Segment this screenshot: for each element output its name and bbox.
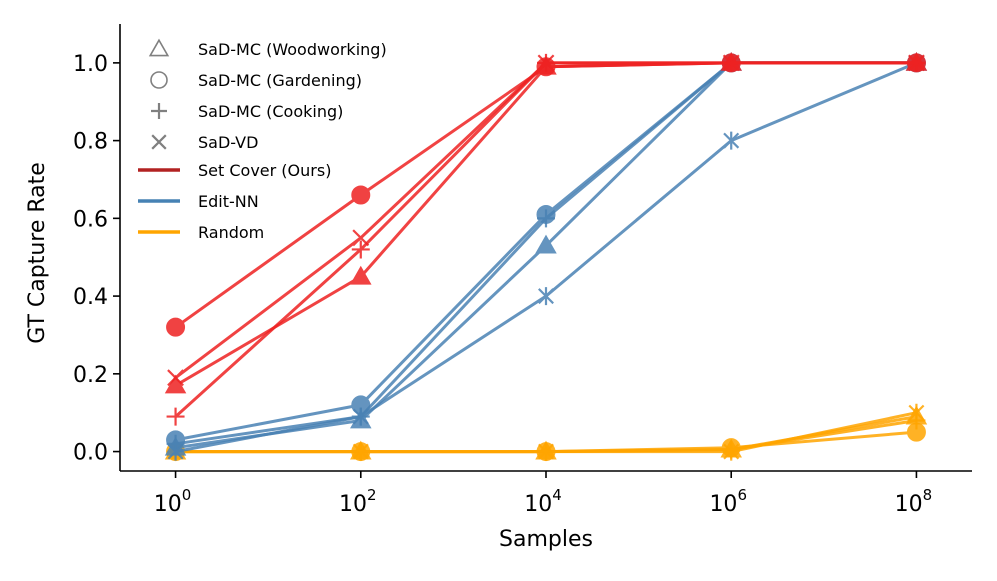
data-point-9-0 (166, 317, 186, 337)
y-tick-label-0: 0.0 (73, 441, 108, 466)
data-point-11-0 (167, 369, 184, 387)
x-tick-label-2: 104 (524, 486, 562, 517)
data-point-11-1 (352, 229, 370, 247)
data-point-9-0-shape (166, 317, 186, 337)
data-point-4-2-shape (535, 234, 557, 254)
data-point-3-1 (352, 442, 369, 461)
legend-label-2: SaD-MC (Cooking) (198, 102, 343, 121)
data-point-7-3 (723, 131, 740, 150)
data-point-10-1 (351, 240, 370, 259)
data-point-7-3-shape (723, 131, 740, 150)
data-point-8-0 (164, 374, 187, 394)
data-point-6-2-shape (537, 209, 555, 228)
legend-marker-2-shape (151, 103, 167, 119)
legend-marker-3-shape (151, 134, 167, 150)
data-point-7-1 (352, 407, 369, 426)
legend-method-label-2: Random (198, 223, 264, 242)
data-point-7-2-shape (538, 287, 554, 306)
data-point-7-1-shape (352, 407, 369, 426)
data-point-3-4-shape (908, 403, 925, 422)
plot-area (164, 51, 928, 462)
data-point-7-0 (167, 442, 184, 461)
y-axis-title: GT Capture Rate (25, 162, 50, 344)
data-point-3-2-shape (538, 442, 554, 461)
data-point-3-4 (908, 403, 925, 422)
data-point-3-1-shape (352, 442, 369, 461)
legend-marker-1-shape (150, 71, 168, 89)
axes: 0.0 0.2 0.4 0.6 0.8 1.0 100 102 104 106 108 (73, 24, 972, 517)
legend-label-3: SaD-VD (198, 133, 258, 152)
y-tick-label-1: 0.2 (73, 363, 108, 388)
x-tick-label-0: 100 (154, 486, 192, 517)
data-point-9-1 (351, 185, 371, 205)
data-point-11-1-shape (352, 229, 370, 247)
legend-marker-1 (150, 71, 168, 89)
legend-marker-0 (148, 38, 170, 57)
data-point-10-0 (166, 407, 185, 426)
data-point-9-1-shape (351, 185, 371, 205)
legend: SaD-MC (Woodworking) SaD-MC (Gardening) Sa… (138, 38, 387, 242)
data-point-11-3 (722, 54, 740, 72)
data-point-8-1 (350, 265, 372, 285)
data-point-10-1-shape (351, 240, 370, 259)
x-tick-label-3: 106 (709, 486, 747, 517)
data-point-11-0-shape (167, 369, 184, 387)
legend-label-1: SaD-MC (Gardening) (198, 71, 362, 90)
data-point-7-2 (538, 287, 554, 306)
data-point-3-3 (723, 442, 740, 461)
data-point-8-0-shape (164, 374, 187, 394)
data-point-11-2-shape (537, 54, 555, 72)
series-11 (167, 54, 925, 387)
data-point-4-2 (535, 234, 557, 254)
data-point-10-0-shape (166, 407, 185, 426)
y-tick-label-2: 0.4 (73, 285, 108, 310)
series-line-7 (175, 61, 917, 454)
x-tick-label-4: 108 (895, 486, 933, 517)
y-tick-label-4: 0.8 (73, 130, 108, 155)
legend-method-label-1: Edit-NN (198, 192, 259, 211)
legend-marker-2 (151, 103, 167, 119)
legend-marker-0-shape (148, 38, 170, 57)
legend-marker-3 (151, 134, 167, 150)
data-point-8-1-shape (350, 265, 372, 285)
data-point-11-4-shape (908, 54, 925, 72)
data-point-11-3-shape (722, 54, 740, 72)
y-tick-label-5: 1.0 (73, 52, 108, 77)
legend-label-0: SaD-MC (Woodworking) (198, 40, 387, 59)
x-axis-title: Samples (499, 527, 593, 552)
data-point-11-2 (537, 54, 555, 72)
data-point-3-3-shape (723, 442, 740, 461)
data-point-6-2 (537, 209, 555, 228)
data-point-7-0-shape (167, 442, 184, 461)
legend-method-label-0: Set Cover (Ours) (198, 161, 331, 180)
y-tick-label-3: 0.6 (73, 207, 108, 232)
data-point-3-2 (538, 442, 554, 461)
data-point-11-4 (908, 54, 925, 72)
x-tick-label-1: 102 (339, 486, 377, 517)
series-7 (167, 53, 925, 461)
